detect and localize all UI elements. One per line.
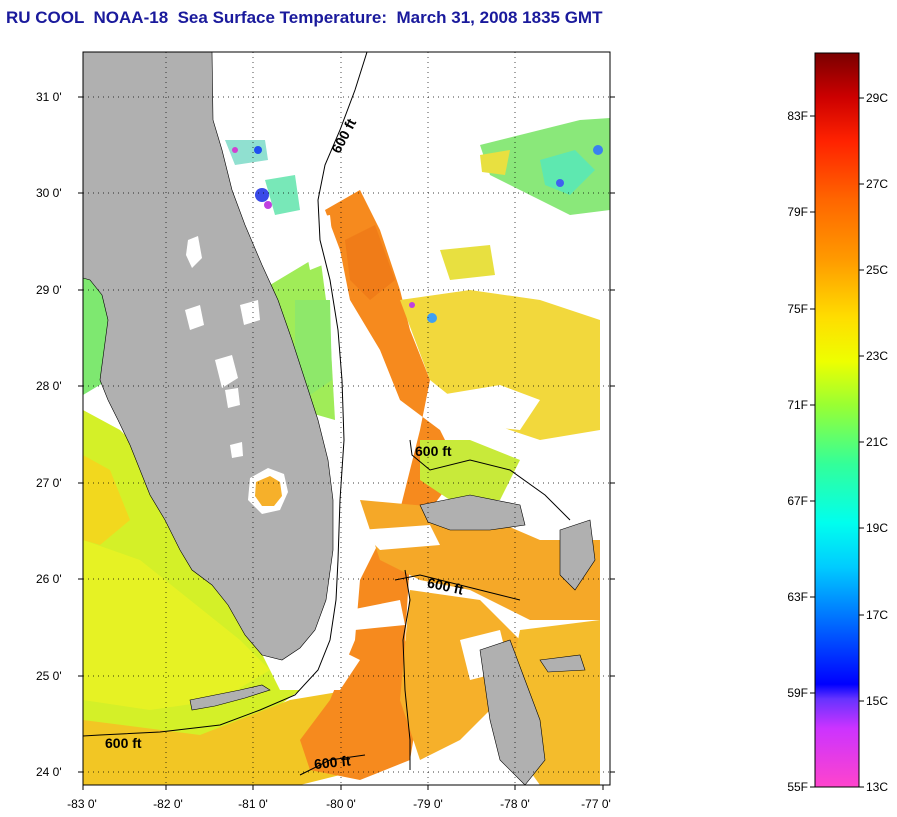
- lon-label: -79 0': [413, 797, 443, 811]
- map-title: RU COOL NOAA-18 Sea Surface Temperature:…: [6, 8, 603, 27]
- contour-label-bahama: 600 ft: [415, 443, 452, 459]
- little-bahama-bank: [419, 494, 526, 531]
- florida-keys: [189, 684, 271, 711]
- andros-island: [479, 639, 546, 785]
- isobath-contours: [83, 52, 571, 776]
- colorbar: 83F 79F 75F 71F 67F 63F 59F 55F 29C 27C …: [787, 52, 888, 794]
- lake-okeechobee-sst: [255, 476, 282, 506]
- lon-label: -83 0': [67, 797, 97, 811]
- contour-label-east: 600 ft: [426, 574, 465, 597]
- abaco-island: [559, 519, 596, 591]
- colorbar-c-label: 19C: [866, 521, 888, 535]
- colorbar-f-label: 55F: [787, 780, 808, 794]
- colorbar-c-label: 13C: [866, 780, 888, 794]
- lat-label: 30 0': [36, 186, 62, 200]
- contour-label-southwest: 600 ft: [105, 735, 142, 751]
- colorbar-f-label: 67F: [787, 494, 808, 508]
- lon-label: -77 0': [581, 797, 611, 811]
- colorbar-f-label: 75F: [787, 302, 808, 316]
- colorbar-f-label: 63F: [787, 590, 808, 604]
- axis-ticks: [78, 96, 615, 790]
- colorbar-f-label: 83F: [787, 109, 808, 123]
- colorbar-c-label: 29C: [866, 91, 888, 105]
- lat-label: 26 0': [36, 572, 62, 586]
- colorbar-c-label: 25C: [866, 263, 888, 277]
- lat-label: 31 0': [36, 90, 62, 104]
- graticule: [83, 52, 610, 785]
- offshore-sst-east: [400, 290, 600, 440]
- colorbar-c-label: 23C: [866, 349, 888, 363]
- lat-label: 25 0': [36, 669, 62, 683]
- map-frame: [82, 51, 611, 786]
- colorbar-c-label: 17C: [866, 608, 888, 622]
- colorbar-c-label: 27C: [866, 177, 888, 191]
- lon-label: -80 0': [326, 797, 356, 811]
- map-plot-area: 600 ft 600 ft 600 ft 600 ft 600 ft: [83, 52, 610, 785]
- sst-field: [83, 118, 610, 785]
- colorbar-c-label: 21C: [866, 435, 888, 449]
- longitude-labels: -83 0' -82 0' -81 0' -80 0' -79 0' -78 0…: [67, 797, 611, 811]
- lat-label: 24 0': [36, 765, 62, 779]
- lat-label: 29 0': [36, 283, 62, 297]
- colorbar-f-label: 79F: [787, 205, 808, 219]
- latitude-labels: 31 0' 30 0' 29 0' 28 0' 27 0' 26 0' 25 0…: [36, 90, 62, 779]
- colorbar-f-label: 71F: [787, 398, 808, 412]
- lon-label: -81 0': [238, 797, 268, 811]
- contour-label-south: 600 ft: [313, 752, 351, 772]
- colorbar-gradient: [814, 52, 860, 788]
- lon-label: -82 0': [153, 797, 183, 811]
- colorbar-f-label: 59F: [787, 686, 808, 700]
- lon-label: -78 0': [500, 797, 530, 811]
- lat-label: 27 0': [36, 476, 62, 490]
- colorbar-c-label: 15C: [866, 694, 888, 708]
- lat-label: 28 0': [36, 379, 62, 393]
